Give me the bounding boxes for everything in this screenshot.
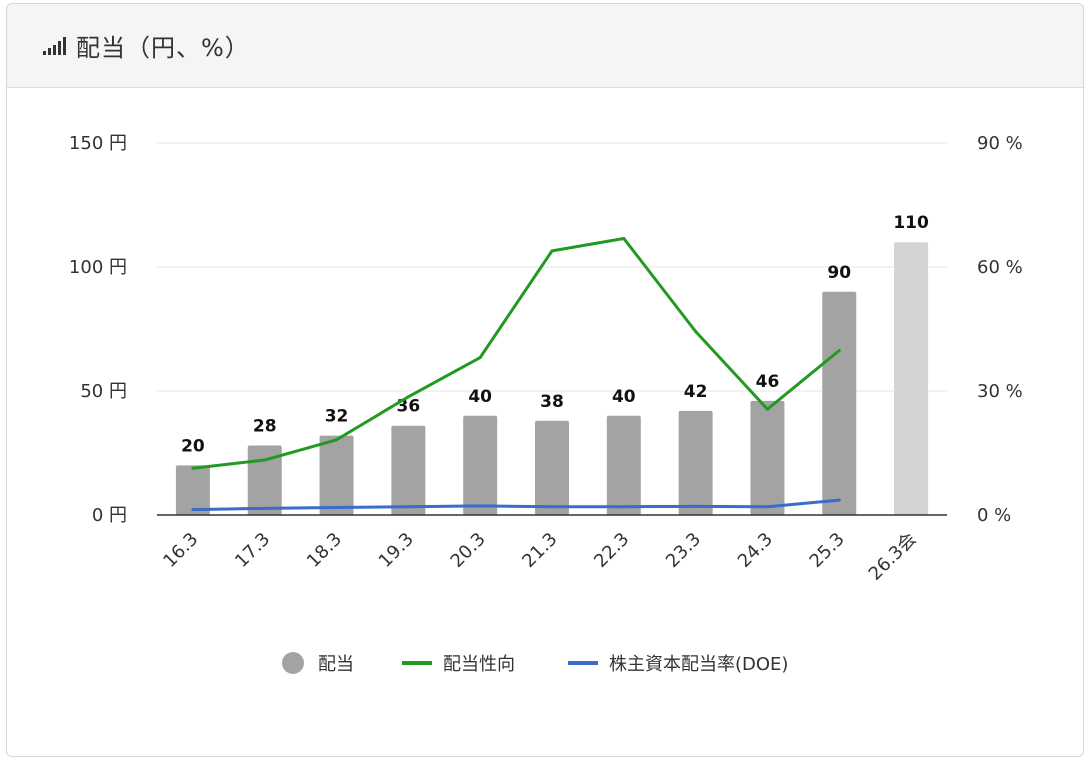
y-left-tick-label: 0 円 (92, 505, 127, 526)
x-tick-label: 20.3 (447, 529, 490, 572)
doe-line-point (191, 508, 195, 512)
payout-ratio-line-point (694, 329, 698, 333)
card-title: 配当（円、%） (76, 34, 250, 62)
doe-line-point (550, 505, 554, 509)
doe-line-point (694, 504, 698, 508)
payout-ratio-line-point (406, 395, 410, 399)
bar-value-label: 36 (397, 397, 421, 417)
doe-line-point (263, 506, 267, 510)
payout-ratio-line (192, 236, 841, 470)
dividend-bar (750, 400, 785, 515)
bar-value-label: 20 (181, 436, 205, 456)
bar-value-label: 40 (612, 387, 636, 407)
doe-line-point (335, 506, 339, 510)
dividend-bar (175, 465, 210, 515)
payout-ratio-line-point (263, 458, 267, 462)
bar-value-label: 32 (325, 407, 349, 427)
payout-ratio-line-point (335, 438, 339, 442)
legend-label-dividend: 配当 (318, 654, 354, 675)
bar-value-label: 28 (253, 417, 277, 437)
x-tick-label: 16.3 (159, 529, 202, 572)
bar-value-label: 90 (827, 263, 851, 283)
payout-ratio-line-point (550, 249, 554, 253)
y-left-tick-label: 100 円 (69, 257, 127, 278)
dividend-bar (463, 415, 498, 515)
x-tick-label: 22.3 (590, 529, 633, 572)
x-tick-label: 17.3 (231, 529, 274, 572)
signal-bars-icon (43, 36, 66, 55)
legend-label-payout: 配当性向 (443, 654, 515, 675)
bar-value-label: 40 (468, 387, 492, 407)
y-right-tick-label: 60 % (977, 257, 1023, 278)
legend-label-doe: 株主資本配当率(DOE) (609, 654, 788, 675)
x-tick-label: 19.3 (375, 529, 418, 572)
doe-line-point (406, 505, 410, 509)
y-right-tick-label: 0 % (977, 505, 1011, 526)
bar-value-label: 38 (540, 392, 564, 412)
card-header: 配当（円、%） (7, 4, 1083, 88)
doe-line-point (622, 505, 626, 509)
payout-ratio-line-point (765, 407, 769, 411)
x-tick-label: 18.3 (303, 529, 346, 572)
payout-ratio-line-point (191, 466, 195, 470)
bar-value-label: 46 (756, 372, 780, 392)
y-right-tick-label: 90 % (977, 133, 1023, 154)
bar-value-label: 110 (893, 213, 929, 233)
y-left-tick-label: 150 円 (69, 133, 127, 154)
dividend-bar (535, 420, 569, 515)
doe-line-point (837, 498, 841, 502)
x-tick-label: 21.3 (518, 529, 561, 572)
dividend-bar (247, 445, 282, 515)
dividend-bar (319, 435, 354, 515)
payout-ratio-line-point (837, 348, 841, 352)
dividend-bar (678, 410, 713, 515)
y-right-tick-label: 30 % (977, 381, 1023, 402)
x-tick-label: 23.3 (662, 529, 705, 572)
x-tick-label: 25.3 (806, 529, 849, 572)
forecast-bar (894, 242, 929, 515)
doe-line (192, 498, 840, 512)
y-left-tick-label: 50 円 (80, 381, 127, 402)
doe-line-point (765, 505, 769, 509)
x-tick-label: 24.3 (734, 529, 777, 572)
payout-ratio-line-point (622, 236, 626, 240)
x-tick-label: 26.3会 (865, 529, 921, 585)
legend-bar-swatch (282, 652, 304, 674)
dividend-bar (822, 291, 857, 515)
dividend-bar (606, 415, 641, 515)
bar-value-label: 42 (684, 382, 708, 402)
payout-ratio-line-point (478, 356, 482, 360)
doe-line-point (478, 504, 482, 508)
dividend-bar (391, 425, 426, 515)
